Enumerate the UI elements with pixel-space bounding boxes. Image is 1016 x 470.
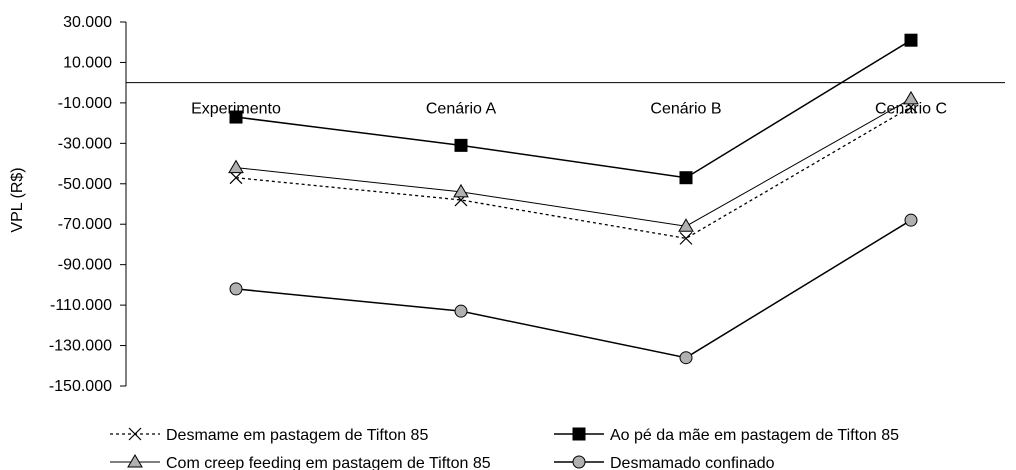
data-point — [904, 213, 918, 227]
data-point — [229, 171, 243, 185]
series-3 — [228, 90, 919, 232]
series-4 — [229, 213, 918, 365]
data-point — [572, 455, 586, 469]
data-point — [572, 427, 586, 441]
data-point — [228, 159, 244, 174]
data-point — [679, 231, 693, 245]
data-point — [903, 90, 919, 105]
data-point — [229, 282, 243, 296]
y-axis: 30.000 10.000 -10.000 -30.000 -50.000 -70.000… — [49, 14, 127, 395]
data-point — [679, 351, 693, 365]
legend-item: Desmame em pastagem de Tifton 85 — [110, 427, 428, 444]
y-tick-label: -10.000 — [58, 95, 112, 112]
legend: Desmame em pastagem de Tifton 85 Ao pé da… — [110, 427, 899, 470]
y-tick-label: -150.000 — [49, 378, 112, 395]
series-group — [228, 33, 919, 365]
data-point — [229, 110, 243, 124]
data-point — [454, 138, 468, 152]
category-label: Cenário C — [875, 101, 947, 118]
series-2 — [229, 33, 918, 185]
y-tick-label: -130.000 — [49, 338, 112, 355]
data-point — [678, 218, 694, 232]
y-tick-label: 30.000 — [63, 14, 112, 31]
series-line — [235, 219, 912, 359]
y-axis-title: VPL (R$) — [9, 167, 26, 232]
y-tick-label: 10.000 — [63, 54, 112, 71]
series-line — [235, 106, 912, 240]
category-labels: Experimento Cenário A Cenário B Cenário C — [191, 101, 947, 118]
data-point — [904, 33, 918, 47]
data-point — [454, 304, 468, 318]
legend-item: Ao pé da mãe em pastagem de Tifton 85 — [554, 427, 899, 444]
legend-label: Com creep feeding em pastagem de Tifton … — [166, 455, 491, 470]
series-line — [235, 39, 912, 179]
legend-item: Com creep feeding em pastagem de Tifton … — [110, 454, 491, 470]
category-label: Experimento — [191, 101, 281, 118]
legend-label: Ao pé da mãe em pastagem de Tifton 85 — [610, 427, 899, 444]
series-line — [235, 98, 912, 227]
y-tick-label: -30.000 — [58, 135, 112, 152]
data-point — [127, 454, 143, 468]
y-tick-label: -70.000 — [58, 216, 112, 233]
data-point — [453, 183, 469, 198]
data-point — [679, 171, 693, 185]
y-tick-label: -90.000 — [58, 257, 112, 274]
y-tick-label: -50.000 — [58, 176, 112, 193]
legend-item: Desmamado confinado — [554, 455, 775, 470]
data-point — [128, 427, 142, 441]
y-tick-label: -110.000 — [50, 297, 112, 314]
legend-label: Desmame em pastagem de Tifton 85 — [166, 427, 428, 444]
legend-label: Desmamado confinado — [610, 455, 775, 470]
category-label: Cenário B — [650, 101, 721, 118]
category-label: Cenário A — [426, 101, 497, 118]
series-1 — [229, 100, 918, 245]
